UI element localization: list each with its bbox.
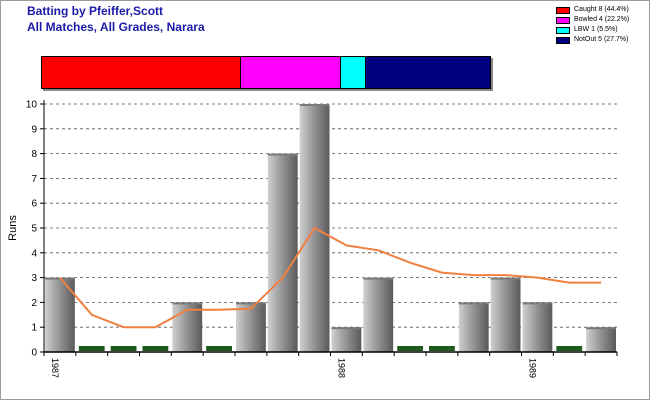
y-tick-label: 7 — [31, 174, 37, 185]
runs-bar — [586, 327, 616, 352]
dismissal-segment-notout — [365, 57, 490, 88]
duck-marker — [142, 346, 169, 351]
runs-bar-cap — [522, 302, 553, 305]
legend-label-caught: Caught 8 (44.4%) — [574, 6, 629, 13]
legend-swatch-bowled — [556, 16, 570, 24]
x-tick-label: 1989 — [528, 358, 538, 378]
legend-item-notout: NotOut 5 (27.7%) — [556, 35, 629, 45]
duck-marker — [556, 346, 583, 351]
x-tick-label: 1987 — [50, 358, 60, 378]
legend-swatch-caught — [556, 6, 570, 14]
legend-swatch-lbw — [556, 26, 570, 34]
y-tick-label: 3 — [31, 273, 37, 284]
runs-bar — [458, 302, 489, 352]
duck-marker — [206, 346, 232, 351]
dismissal-segment-lbw — [340, 57, 366, 88]
dismissal-segment-bowled — [241, 57, 341, 88]
y-tick-label: 6 — [31, 199, 37, 210]
runs-bar — [267, 153, 298, 352]
runs-bar-cap — [331, 327, 362, 330]
runs-bar — [331, 327, 362, 352]
average-line — [59, 226, 602, 329]
runs-bar-cap — [458, 302, 489, 305]
dismissal-breakdown-bar — [41, 56, 491, 89]
chart-title: Batting by Pfeiffer,Scott All Matches, A… — [27, 3, 205, 35]
legend-label-notout: NotOut 5 (27.7%) — [574, 36, 629, 43]
runs-bar-cap — [586, 327, 616, 330]
legend-label-lbw: LBW 1 (5.5%) — [574, 26, 618, 33]
y-tick-label: 1 — [31, 323, 37, 334]
legend-item-lbw: LBW 1 (5.5%) — [556, 25, 629, 35]
y-axis-label: Runs — [7, 215, 19, 241]
legend: Caught 8 (44.4%) Bowled 4 (22.2%) LBW 1 … — [556, 5, 629, 45]
runs-bar — [363, 277, 394, 352]
y-tick-label: 9 — [31, 124, 37, 135]
y-tick-label: 8 — [31, 149, 37, 160]
duck-marker — [429, 346, 455, 351]
x-tick-label: 1988 — [337, 358, 347, 378]
runs-bar-cap — [363, 277, 394, 280]
legend-swatch-notout — [556, 36, 570, 44]
y-tick-label: 4 — [31, 248, 37, 259]
title-line-2: All Matches, All Grades, Narara — [27, 20, 205, 34]
y-tick-label: 0 — [31, 348, 37, 359]
y-tick-label: 2 — [31, 298, 37, 309]
legend-item-caught: Caught 8 (44.4%) — [556, 5, 629, 15]
legend-item-bowled: Bowled 4 (22.2%) — [556, 15, 629, 25]
runs-bar-cap — [172, 302, 203, 305]
y-tick-label: 5 — [31, 224, 37, 235]
runs-bar — [522, 302, 553, 352]
runs-bar-cap — [236, 302, 266, 305]
runs-bar-cap — [267, 153, 298, 156]
runs-bar-cap — [299, 104, 330, 106]
runs-bar — [236, 302, 266, 352]
runs-bar-cap — [490, 277, 521, 280]
title-line-1: Batting by Pfeiffer,Scott — [27, 4, 164, 18]
legend-label-bowled: Bowled 4 (22.2%) — [574, 16, 630, 23]
duck-marker — [110, 346, 137, 351]
runs-bar — [490, 277, 521, 352]
y-tick-label: 10 — [26, 100, 38, 111]
dismissal-segment-caught — [42, 57, 242, 88]
duck-marker — [78, 346, 105, 351]
duck-marker — [397, 346, 423, 351]
